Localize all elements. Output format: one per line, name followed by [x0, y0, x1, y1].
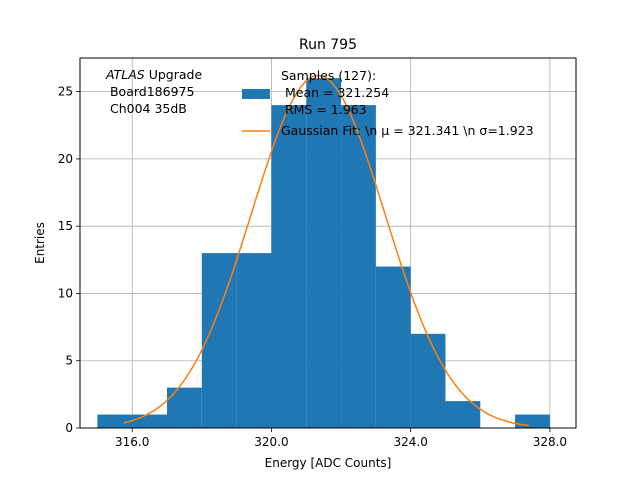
- legend: Samples (127): Mean = 321.254 RMS = 1.96…: [242, 68, 534, 138]
- y-tick-label: 10: [58, 286, 73, 300]
- x-axis-label: Energy [ADC Counts]: [265, 456, 392, 470]
- plot-frame: [79, 57, 577, 429]
- hist-bar: [201, 253, 237, 428]
- y-tick-label: 15: [58, 219, 73, 233]
- hist-bar: [341, 105, 376, 428]
- hist-bar: [236, 253, 272, 428]
- hist-bar: [515, 414, 550, 428]
- atlas-label: ATLAS: [105, 67, 145, 82]
- hist-bar: [97, 414, 133, 428]
- svg-text:ATLAS Upgrade: ATLAS Upgrade: [105, 67, 202, 82]
- hist-bar: [410, 333, 446, 428]
- legend-hist-line-2: Mean = 321.254: [281, 85, 389, 100]
- gaussian-fit: [123, 74, 530, 427]
- legend-hist-line-3: RMS = 1.963: [281, 102, 367, 117]
- hist-bar: [375, 266, 411, 428]
- legend-fit-label: Gaussian Fit: \n μ = 321.341 \n σ=1.923: [281, 123, 534, 138]
- x-tick-label: 320.0: [254, 435, 288, 449]
- upgrade-label: Upgrade: [145, 67, 203, 82]
- legend-hist-line-1: Samples (127):: [281, 68, 376, 83]
- y-tick-label: 25: [58, 85, 73, 99]
- hist-bar: [167, 387, 202, 428]
- histogram-bars: [97, 78, 550, 428]
- chart-title: Run 795: [299, 37, 357, 53]
- x-tick-label: 316.0: [115, 435, 149, 449]
- y-tick-label: 20: [58, 152, 73, 166]
- y-tick-label: 5: [65, 354, 73, 368]
- legend-hist-swatch: [242, 89, 270, 99]
- atlas-annotation: ATLAS Upgrade Board186975 Ch004 35dB: [105, 67, 202, 116]
- x-axis: 316.0 320.0 324.0 328.0: [115, 428, 567, 449]
- board-label: Board186975: [106, 84, 194, 99]
- hist-bar: [306, 78, 342, 428]
- y-axis-label: Entries: [33, 222, 47, 264]
- hist-bar: [132, 414, 168, 428]
- x-tick-label: 328.0: [533, 435, 567, 449]
- x-tick-label: 324.0: [393, 435, 427, 449]
- hist-bar: [271, 105, 307, 428]
- y-axis: 0 5 10 15 20 25: [58, 85, 80, 435]
- y-tick-label: 0: [65, 421, 73, 435]
- fit-curve: [123, 74, 530, 427]
- channel-label: Ch004 35dB: [106, 101, 187, 116]
